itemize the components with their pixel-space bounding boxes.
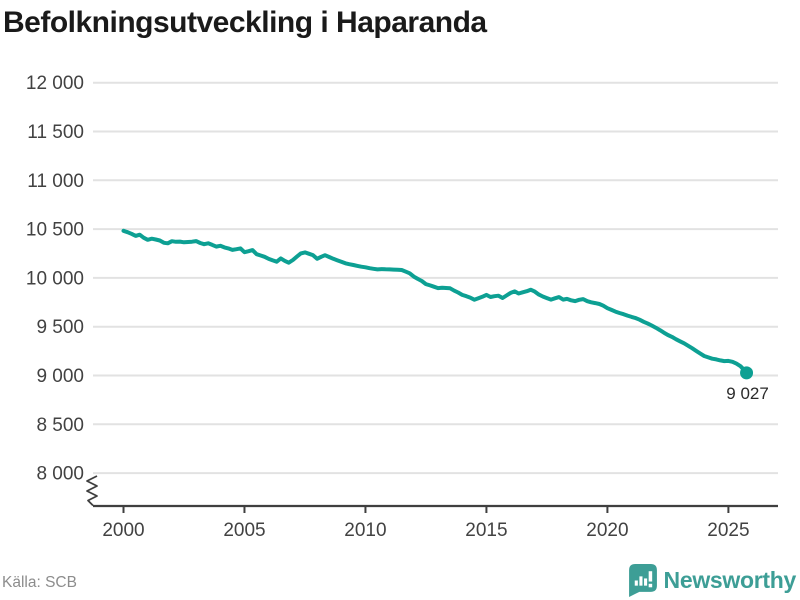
newsworthy-wordmark: Newsworthy: [663, 566, 797, 593]
y-tick-label: 9 500: [36, 317, 84, 338]
source-label: Källa: SCB: [2, 574, 77, 591]
population-line: [121, 228, 749, 375]
x-tick-label: 2010: [344, 520, 386, 541]
end-point-marker: [740, 366, 754, 380]
y-tick-label: 12 000: [26, 73, 84, 94]
y-tick-label: 10 000: [26, 268, 84, 289]
end-point-label: 9 027: [726, 384, 769, 403]
chart-title: Befolkningsutveckling i Haparanda: [3, 6, 487, 39]
y-tick-label: 10 500: [26, 220, 84, 241]
newsworthy-logo[interactable]: Newsworthy: [628, 563, 797, 597]
y-tick-label: 8 500: [36, 415, 84, 436]
x-tick-label: 2020: [586, 520, 628, 541]
x-tick-label: 2025: [707, 520, 749, 541]
x-tick-label: 2005: [223, 520, 265, 541]
y-tick-label: 11 500: [27, 122, 84, 143]
newsworthy-bubble-chart-icon: [628, 563, 657, 597]
y-axis-break-icon: [86, 475, 98, 507]
x-tick-label: 2015: [465, 520, 507, 541]
y-tick-label: 11 000: [27, 171, 84, 192]
x-tick-label: 2000: [102, 520, 144, 541]
y-tick-label: 9 000: [36, 366, 84, 387]
y-tick-label: 8 000: [36, 464, 84, 485]
